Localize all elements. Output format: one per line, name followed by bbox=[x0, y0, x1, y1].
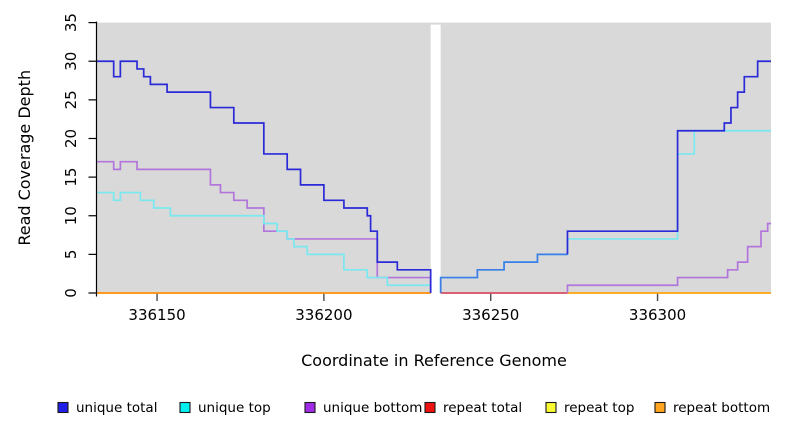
x-tick-label: 336300 bbox=[629, 306, 686, 324]
y-tick-label: 25 bbox=[62, 90, 80, 109]
series-unique-total-right bbox=[566, 60, 771, 255]
legend-swatch bbox=[545, 401, 557, 414]
x-axis-title: Coordinate in Reference Genome bbox=[301, 351, 567, 370]
legend-label: unique total bbox=[76, 400, 157, 416]
legend-label: repeat bottom bbox=[673, 400, 770, 416]
y-tick-label: 35 bbox=[62, 13, 80, 32]
y-tick-label: 15 bbox=[62, 168, 80, 187]
series-unique-bottom-right bbox=[566, 222, 771, 293]
legend-swatch bbox=[57, 401, 69, 414]
y-tick-label: 5 bbox=[62, 250, 80, 260]
y-tick-label: 0 bbox=[62, 288, 80, 298]
legend-swatch bbox=[654, 401, 666, 414]
y-tick-label: 20 bbox=[62, 129, 80, 148]
legend-label: unique bottom bbox=[323, 400, 422, 416]
coverage-gap-band bbox=[430, 24, 441, 297]
series-unique-top-left bbox=[97, 191, 432, 293]
legend-item-repeat-total: repeat total bbox=[424, 400, 522, 416]
legend-item-repeat-top: repeat top bbox=[545, 400, 634, 416]
legend-item-unique-top: unique top bbox=[179, 400, 271, 416]
legend-swatch bbox=[179, 401, 191, 414]
legend-swatch bbox=[304, 401, 316, 414]
y-tick-label: 30 bbox=[62, 52, 80, 71]
x-tick-label: 336200 bbox=[295, 306, 352, 324]
x-tick-label: 336150 bbox=[128, 306, 185, 324]
y-axis-title: Read Coverage Depth bbox=[15, 70, 34, 246]
legend-item-unique-total: unique total bbox=[57, 400, 157, 416]
series-unique-bottom-left bbox=[97, 160, 432, 293]
legend-swatch bbox=[424, 401, 436, 414]
series-unique-total-right-overlap-top bbox=[439, 253, 568, 293]
legend-label: repeat top bbox=[564, 400, 634, 416]
series-unique-total-left bbox=[97, 60, 432, 293]
y-tick-label: 10 bbox=[62, 206, 80, 225]
legend-item-repeat-bottom: repeat bottom bbox=[654, 400, 770, 416]
x-tick-label: 336250 bbox=[462, 306, 519, 324]
legend-label: unique top bbox=[198, 400, 271, 416]
legend-item-unique-bottom: unique bottom bbox=[304, 400, 422, 416]
legend-label: repeat total bbox=[443, 400, 522, 416]
